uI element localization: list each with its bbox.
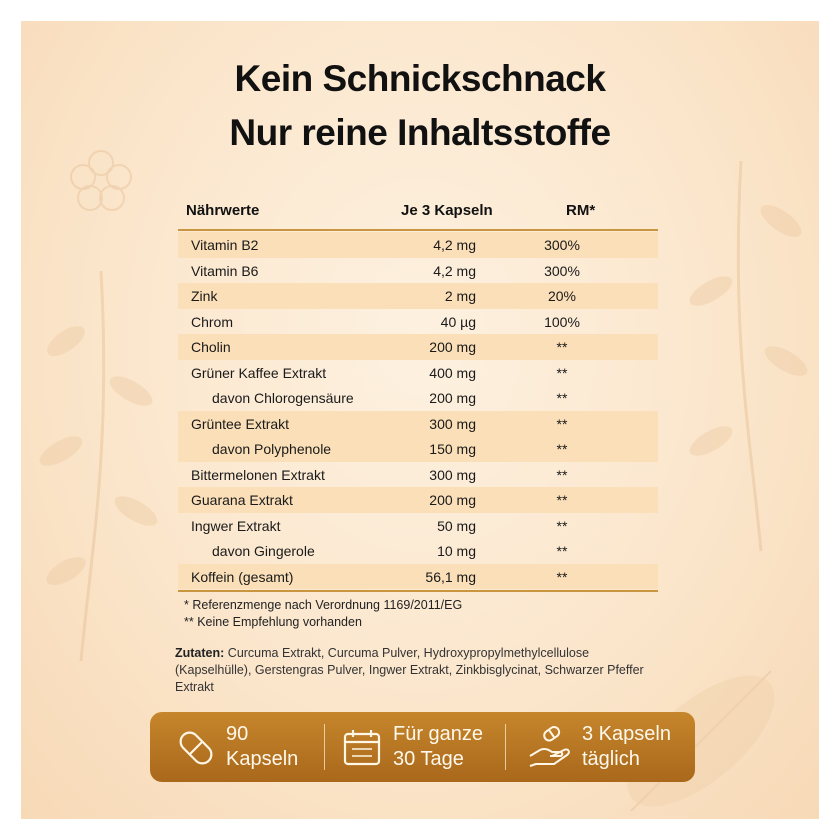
capsule-count: 90 [226, 723, 249, 745]
nutrient-name: Grüner Kaffee Extrakt [191, 364, 327, 381]
column-header-rm: RM* [566, 202, 596, 219]
nutrient-name: Chrom [191, 313, 234, 330]
nutrient-name: Cholin [191, 339, 231, 355]
nutrient-name: Vitamin B2 [191, 237, 259, 253]
duration-line-2: 30 Tage [393, 748, 464, 770]
nutrient-amount: 150 mg [429, 441, 476, 457]
dosage-line-1: 3 Kapseln [582, 723, 671, 745]
nutrient-rm: 20% [547, 288, 577, 304]
footer-divider [178, 590, 658, 592]
headline-line-2: Nur reine Inhaltsstoffe [229, 112, 611, 153]
table-row: davon Chlorogensäure 200 mg ** [178, 385, 658, 411]
table-row: Bittermelonen Extrakt 300 mg ** [178, 462, 658, 488]
nutrient-name: Bittermelonen Extrakt [191, 466, 325, 483]
nutrient-amount: 200 mg [429, 339, 476, 355]
capsule-icon [178, 728, 214, 768]
nutrient-rm: ** [556, 441, 568, 457]
bar-divider [505, 724, 506, 770]
table-row: Grüntee Extrakt 300 mg ** [178, 410, 658, 436]
nutrient-rm: ** [556, 568, 568, 585]
nutrient-name: Guarana Extrakt [191, 492, 293, 508]
nutrient-rm: ** [556, 390, 568, 406]
table-row: Zink 2 mg 20% [178, 283, 658, 309]
nutrient-rm: ** [556, 543, 568, 559]
table-row: Chrom 40 µg 100% [178, 309, 658, 335]
dosage-line-2: täglich [582, 748, 640, 770]
nutrient-amount: 2 mg [444, 288, 476, 304]
table-row: Koffein (gesamt) 56,1 mg ** [178, 563, 658, 589]
nutrient-amount: 50 mg [437, 517, 476, 534]
nutrient-name: Grüntee Extrakt [191, 415, 290, 432]
flower-decoration [70, 150, 132, 211]
footnote-no-recommendation: ** Keine Empfehlung vorhanden [184, 615, 362, 629]
ingredients-label: Zutaten: [175, 646, 225, 660]
table-row: davon Polyphenole 150 mg ** [178, 436, 658, 462]
nutrient-amount: 300 mg [429, 415, 476, 432]
nutrient-name: davon Gingerole [212, 543, 315, 559]
dosage-badge: 3 Kapseln täglich [506, 712, 695, 782]
nutrient-amount: 10 mg [437, 543, 476, 559]
nutrient-amount: 200 mg [429, 390, 476, 406]
nutrient-rm: 300% [544, 262, 580, 279]
bar-divider [324, 724, 325, 770]
nutrient-name: davon Chlorogensäure [212, 390, 354, 406]
table-row: Cholin 200 mg ** [178, 334, 658, 360]
nutrient-rm: ** [556, 339, 568, 355]
table-row: Guarana Extrakt 200 mg ** [178, 487, 658, 513]
capsule-count-badge: 90 Kapseln [150, 712, 325, 782]
leaf-decoration-left [39, 270, 158, 662]
ingredients-text: Zutaten: Curcuma Extrakt, Curcuma Pulver… [175, 645, 665, 696]
ingredients-list: Curcuma Extrakt, Curcuma Pulver, Hydroxy… [175, 646, 644, 694]
table-row: Ingwer Extrakt 50 mg ** [178, 513, 658, 539]
header-divider [178, 229, 658, 231]
column-header-name: Nährwerte [186, 202, 260, 219]
leaf-decoration-right [689, 160, 808, 552]
nutrient-name: davon Polyphenole [212, 441, 332, 457]
nutrient-name: Ingwer Extrakt [191, 517, 281, 534]
nutrient-name: Koffein (gesamt) [191, 568, 294, 585]
calendar-icon [342, 727, 382, 767]
nutrient-rm: ** [556, 492, 568, 508]
nutrient-name: Zink [191, 288, 218, 304]
table-row: Grüner Kaffee Extrakt 400 mg ** [178, 360, 658, 386]
nutrient-rm: 300% [544, 237, 580, 253]
nutrient-amount: 200 mg [429, 492, 476, 508]
table-row: Vitamin B6 4,2 mg 300% [178, 258, 658, 284]
duration-badge: Für ganze 30 Tage [325, 712, 505, 782]
nutrient-amount: 4,2 mg [433, 237, 476, 253]
footnote-reference: * Referenzmenge nach Verordnung 1169/201… [184, 598, 463, 612]
nutrient-amount: 300 mg [429, 466, 476, 483]
headline-line-1: Kein Schnickschnack [234, 58, 606, 99]
nutrient-rm: ** [556, 466, 568, 483]
column-header-amount: Je 3 Kapseln [401, 202, 493, 219]
nutrient-name: Vitamin B6 [191, 262, 259, 279]
nutrient-rm: ** [556, 364, 568, 381]
info-bar: 90 Kapseln Für ganze 30 Tage [150, 712, 695, 782]
nutrient-rm: ** [556, 415, 568, 432]
table-row: davon Gingerole 10 mg ** [178, 538, 658, 564]
table-body: Vitamin B2 4,2 mg 300% Vitamin B6 4,2 mg… [178, 232, 658, 589]
capsule-label: Kapseln [226, 748, 299, 770]
nutrient-amount: 40 µg [440, 313, 476, 330]
nutrient-rm: 100% [544, 313, 580, 330]
nutrient-amount: 400 mg [429, 364, 476, 381]
table-row: Vitamin B2 4,2 mg 300% [178, 232, 658, 258]
hand-pill-icon [528, 726, 572, 768]
nutrient-amount: 4,2 mg [433, 262, 476, 279]
nutrient-amount: 56,1 mg [425, 568, 476, 585]
nutrient-rm: ** [556, 517, 568, 534]
duration-line-1: Für ganze [393, 723, 484, 745]
